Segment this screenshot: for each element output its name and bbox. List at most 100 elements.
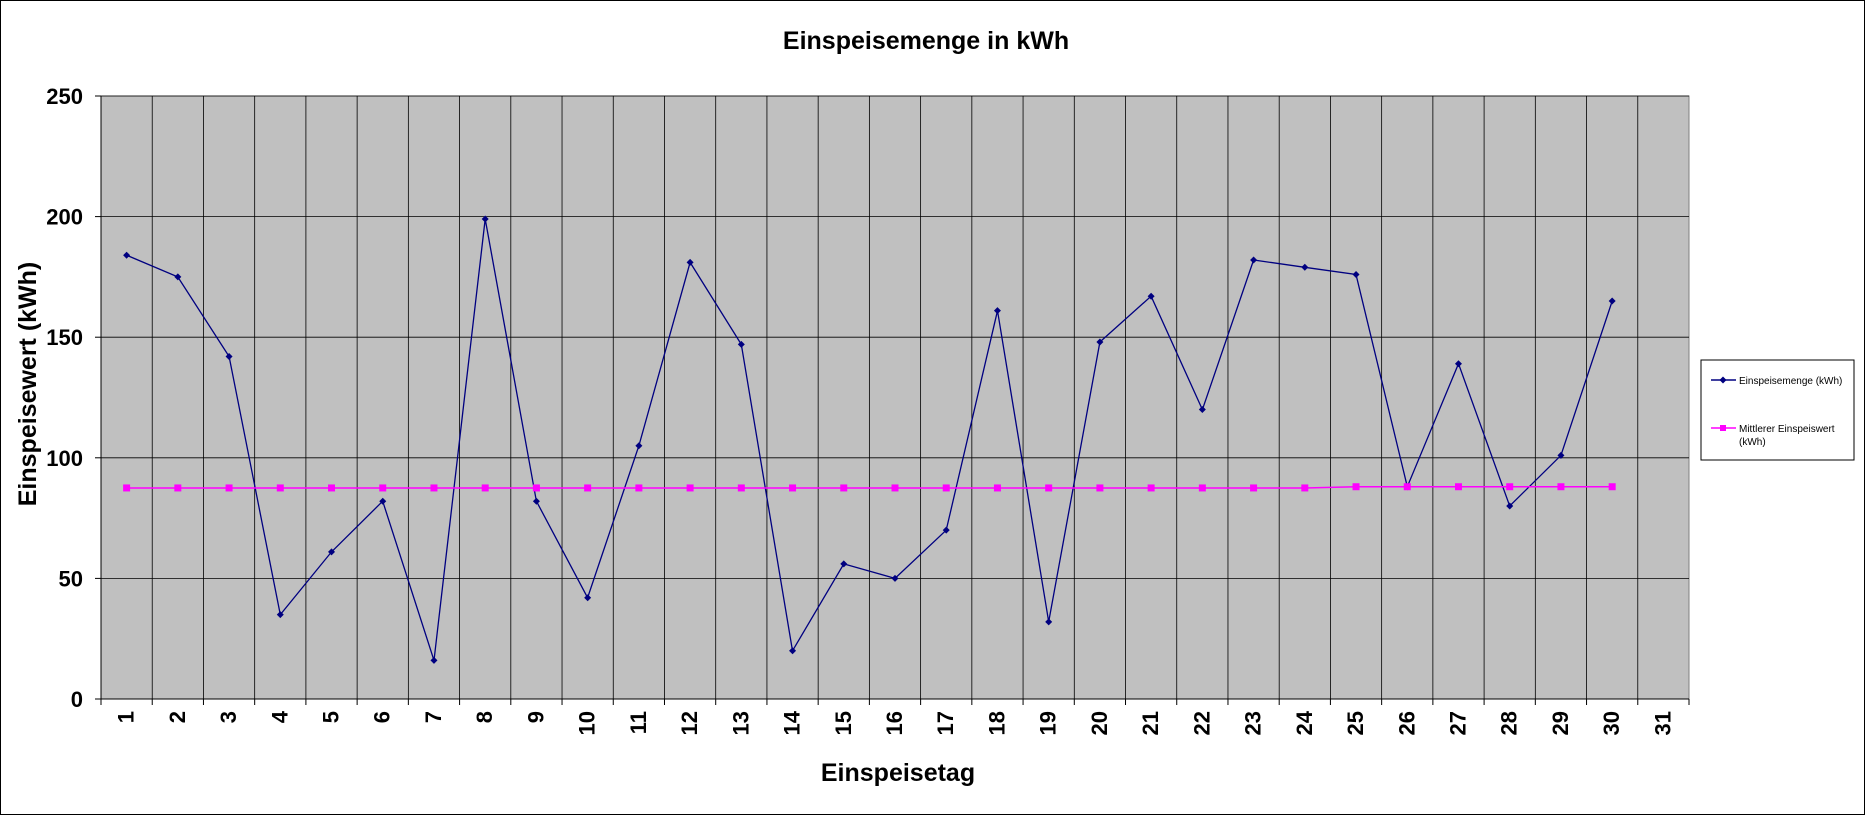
data-point-mittlerer xyxy=(328,484,336,492)
x-tick-label: 26 xyxy=(1394,711,1419,735)
data-point-einspeisemenge xyxy=(840,560,848,568)
x-tick-label: 10 xyxy=(575,711,600,735)
x-axis-label: Einspeisetag xyxy=(821,759,975,787)
data-point-einspeisemenge xyxy=(1608,297,1616,305)
x-tick-label: 23 xyxy=(1241,711,1266,735)
x-tick-label: 11 xyxy=(626,711,651,734)
x-tick-label: 8 xyxy=(472,711,497,723)
data-point-einspeisemenge xyxy=(686,258,694,266)
y-tick-label: 200 xyxy=(46,205,83,230)
data-point-mittlerer xyxy=(993,484,1001,492)
x-tick-label: 5 xyxy=(319,711,344,723)
x-tick-label: 9 xyxy=(523,711,548,723)
data-point-mittlerer xyxy=(481,484,489,492)
data-point-einspeisemenge xyxy=(481,215,489,223)
x-tick-label: 31 xyxy=(1650,711,1675,735)
x-tick-label: 12 xyxy=(677,711,702,735)
y-tick-label: 100 xyxy=(46,446,83,471)
data-point-mittlerer xyxy=(1301,484,1309,492)
data-point-mittlerer xyxy=(123,484,131,492)
x-tick-label: 20 xyxy=(1087,711,1112,735)
x-tick-label: 29 xyxy=(1548,711,1573,735)
data-point-mittlerer xyxy=(276,484,284,492)
x-tick-label: 21 xyxy=(1138,711,1163,735)
data-point-einspeisemenge xyxy=(430,656,438,664)
x-tick-label: 19 xyxy=(1036,711,1061,735)
x-tick-label: 16 xyxy=(882,711,907,735)
y-axis-label: Einspeisewert (kWh) xyxy=(14,262,42,507)
x-tick-label: 30 xyxy=(1599,711,1624,735)
data-point-mittlerer xyxy=(840,484,848,492)
x-tick-label: 18 xyxy=(984,711,1009,735)
y-tick-label: 50 xyxy=(59,566,83,591)
data-point-einspeisemenge xyxy=(174,273,182,281)
data-point-mittlerer xyxy=(686,484,694,492)
data-point-einspeisemenge xyxy=(1250,256,1258,264)
legend-box xyxy=(1700,359,1855,461)
x-tick-label: 13 xyxy=(728,711,753,735)
data-point-einspeisemenge xyxy=(584,594,592,602)
data-point-mittlerer xyxy=(1403,483,1411,491)
data-point-mittlerer xyxy=(532,484,540,492)
data-point-einspeisemenge xyxy=(532,497,540,505)
series-lines xyxy=(123,215,1616,664)
data-point-mittlerer xyxy=(584,484,592,492)
data-point-einspeisemenge xyxy=(942,526,950,534)
data-point-einspeisemenge xyxy=(993,307,1001,315)
legend-label-mittlerer: Mittlerer Einspeiswert (kWh) xyxy=(1739,424,1837,448)
data-point-einspeisemenge xyxy=(789,647,797,655)
x-tick-label: 1 xyxy=(114,711,139,723)
legend-label-einspeisemenge: Einspeisemenge (kWh) xyxy=(1739,376,1842,387)
x-tick-label: 14 xyxy=(780,710,805,735)
data-point-mittlerer xyxy=(379,484,387,492)
data-point-mittlerer xyxy=(1557,483,1565,491)
y-tick-label: 0 xyxy=(71,687,83,712)
data-point-einspeisemenge xyxy=(1506,502,1514,510)
data-point-mittlerer xyxy=(1045,484,1053,492)
data-point-einspeisemenge xyxy=(276,611,284,619)
data-point-mittlerer xyxy=(737,484,745,492)
x-tick-label: 17 xyxy=(933,711,958,735)
x-tick-label: 24 xyxy=(1292,710,1317,735)
data-point-mittlerer xyxy=(430,484,438,492)
data-point-mittlerer xyxy=(891,484,899,492)
data-point-einspeisemenge xyxy=(123,251,131,259)
x-tick-label: 15 xyxy=(831,711,856,735)
plot-area xyxy=(100,95,1690,700)
data-point-mittlerer xyxy=(174,484,182,492)
y-tick-label: 150 xyxy=(46,325,83,350)
y-tick-label: 250 xyxy=(46,84,83,109)
x-tick-label: 27 xyxy=(1445,711,1470,735)
data-point-einspeisemenge xyxy=(737,340,745,348)
data-point-einspeisemenge xyxy=(1301,263,1309,271)
data-point-mittlerer xyxy=(1096,484,1104,492)
data-point-mittlerer xyxy=(225,484,233,492)
data-point-mittlerer xyxy=(635,484,643,492)
data-point-einspeisemenge xyxy=(379,497,387,505)
legend: Einspeisemenge (kWh) Mittlerer Einspeisw… xyxy=(1700,359,1855,461)
data-point-einspeisemenge xyxy=(328,548,336,556)
data-point-einspeisemenge xyxy=(1352,270,1360,278)
x-tick-label: 6 xyxy=(370,711,395,723)
data-point-einspeisemenge xyxy=(635,442,643,450)
series-line-mittlerer xyxy=(126,485,1613,489)
data-point-einspeisemenge xyxy=(891,574,899,582)
data-point-mittlerer xyxy=(789,484,797,492)
series-line-einspeisemenge xyxy=(126,218,1613,661)
chart-title: Einspeisemenge in kWh xyxy=(783,27,1069,55)
x-tick-label: 4 xyxy=(267,710,292,723)
data-point-mittlerer xyxy=(1454,483,1462,491)
legend-marker-square xyxy=(1720,425,1726,431)
data-point-einspeisemenge xyxy=(225,352,233,360)
data-point-einspeisemenge xyxy=(1454,360,1462,368)
data-point-einspeisemenge xyxy=(1096,338,1104,346)
data-point-mittlerer xyxy=(1352,483,1360,491)
data-point-mittlerer xyxy=(1608,483,1616,491)
x-tick-label: 7 xyxy=(421,711,446,723)
x-tick-label: 25 xyxy=(1343,711,1368,735)
data-point-mittlerer xyxy=(1198,484,1206,492)
x-tick-label: 3 xyxy=(216,711,241,723)
